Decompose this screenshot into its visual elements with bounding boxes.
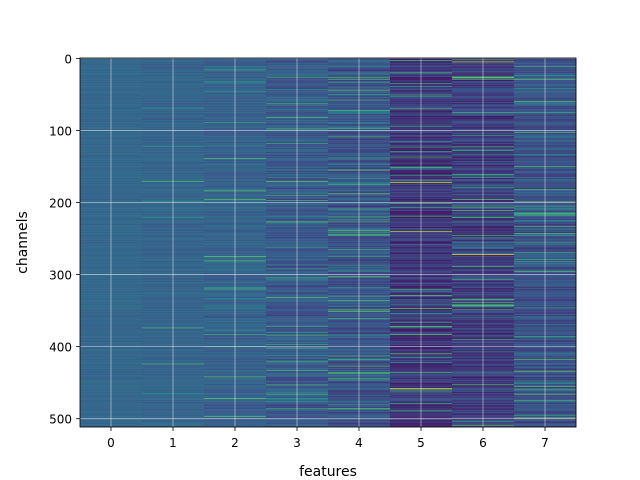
x-tick-label: 3 [293, 436, 301, 450]
y-tick-label: 200 [49, 197, 72, 211]
heatmap-cells [80, 58, 577, 428]
y-tick-label: 0 [64, 52, 72, 66]
x-axis-label: features [299, 464, 357, 480]
y-tick-label: 500 [49, 413, 72, 427]
x-tick-label: 6 [479, 436, 487, 450]
plot-frame [79, 57, 577, 428]
y-tick-label: 400 [49, 341, 72, 355]
x-tick-label: 5 [417, 436, 425, 450]
y-tick-label: 300 [49, 269, 72, 283]
x-tick-label: 4 [355, 436, 363, 450]
x-tick-label: 1 [169, 436, 177, 450]
x-tick-label: 0 [107, 436, 115, 450]
x-axis: 0 1 2 3 4 5 6 7 [107, 427, 549, 450]
gridlines [80, 57, 576, 427]
x-tick-label: 2 [231, 436, 239, 450]
y-axis-label: channels [15, 211, 31, 274]
y-tick-label: 100 [49, 124, 72, 138]
x-tick-label: 7 [541, 436, 549, 450]
plot-area [79, 57, 577, 428]
y-axis: 0 100 200 300 400 500 [49, 52, 80, 427]
